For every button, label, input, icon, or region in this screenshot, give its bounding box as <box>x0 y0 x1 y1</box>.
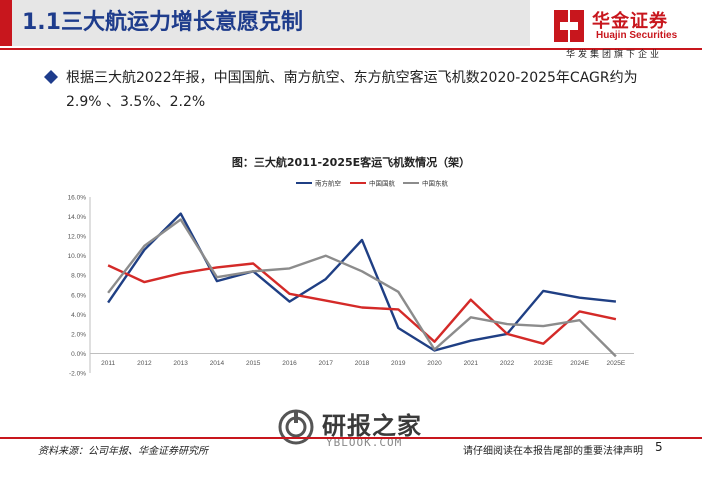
y-tick-label: 6.0% <box>71 292 86 299</box>
legend-label: 中国国航 <box>369 179 396 188</box>
company-logo: 华金证券 Huajin Securities <box>548 6 698 46</box>
page-title: 1.1三大航运力增长意愿克制 <box>22 10 303 35</box>
y-tick-label: 10.0% <box>68 253 87 260</box>
x-tick-label: 2011 <box>101 360 115 367</box>
x-tick-label: 2018 <box>355 360 370 367</box>
logo-slogan: 华发集团旗下企业 <box>566 50 663 60</box>
bullet-text: 根据三大航2022年报，中国国航、南方航空、东方航空客运飞机数2020-2025… <box>66 70 638 110</box>
watermark-text: 研报之家 <box>322 412 422 440</box>
x-tick-label: 2025E <box>606 360 625 367</box>
y-tick-label: 16.0% <box>68 195 87 202</box>
series-line-2 <box>107 262 617 345</box>
footer-divider <box>0 437 702 439</box>
chart-legend: 南方航空 中国国航 中国东航 <box>296 179 449 188</box>
logo-mark-icon <box>548 6 590 46</box>
legend-label: 南方航空 <box>315 179 342 188</box>
header-bar <box>0 0 530 46</box>
logo-english-name: Huajin Securities <box>596 30 678 41</box>
series-line-3 <box>107 218 617 358</box>
x-tick-label: 2015 <box>246 360 261 367</box>
page-number: 5 <box>655 440 663 454</box>
x-tick-label: 2023E <box>534 360 553 367</box>
chart-title: 图：三大航2011-2025E客运飞机数情况（架） <box>231 156 471 169</box>
axis-layer: -2.0% 0.0% 2.0% 4.0% 6.0% 8.0% 10.0% 12.0% 14.0%… <box>68 195 634 378</box>
diamond-icon <box>44 70 58 84</box>
y-tick-label: 12.0% <box>68 234 87 241</box>
series-layer <box>107 212 617 358</box>
x-tick-label: 2019 <box>391 360 406 367</box>
x-tick-label: 2020 <box>427 360 442 367</box>
source-note: 资料来源：公司年报、华金证券研究所 <box>38 446 208 457</box>
x-tick-label: 2012 <box>137 360 152 367</box>
y-tick-label: 8.0% <box>71 273 86 280</box>
x-tick-label: 2017 <box>318 360 333 367</box>
header-accent-bar <box>0 0 12 46</box>
logo-name: 华金证券 <box>592 11 668 32</box>
y-tick-label: 4.0% <box>71 312 86 319</box>
legal-disclaimer: 请仔细阅读在本报告尾部的重要法律声明 <box>463 446 643 457</box>
watermark-url: YBLOOK.COM <box>326 436 403 449</box>
y-tick-label: 14.0% <box>68 214 87 221</box>
legend-label: 中国东航 <box>422 179 449 188</box>
y-tick-label: -2.0% <box>69 371 86 378</box>
series-line-1 <box>107 212 617 352</box>
watermark-logo-icon <box>278 409 314 445</box>
y-tick-label: 2.0% <box>71 331 86 338</box>
x-tick-label: 2022 <box>500 360 515 367</box>
x-tick-label: 2014 <box>210 360 225 367</box>
y-tick-label: 0.0% <box>71 351 86 358</box>
x-tick-label: 2024E <box>570 360 589 367</box>
x-tick-label: 2021 <box>464 360 479 367</box>
header-divider <box>0 48 702 50</box>
x-tick-label: 2013 <box>173 360 188 367</box>
x-tick-label: 2016 <box>282 360 297 367</box>
